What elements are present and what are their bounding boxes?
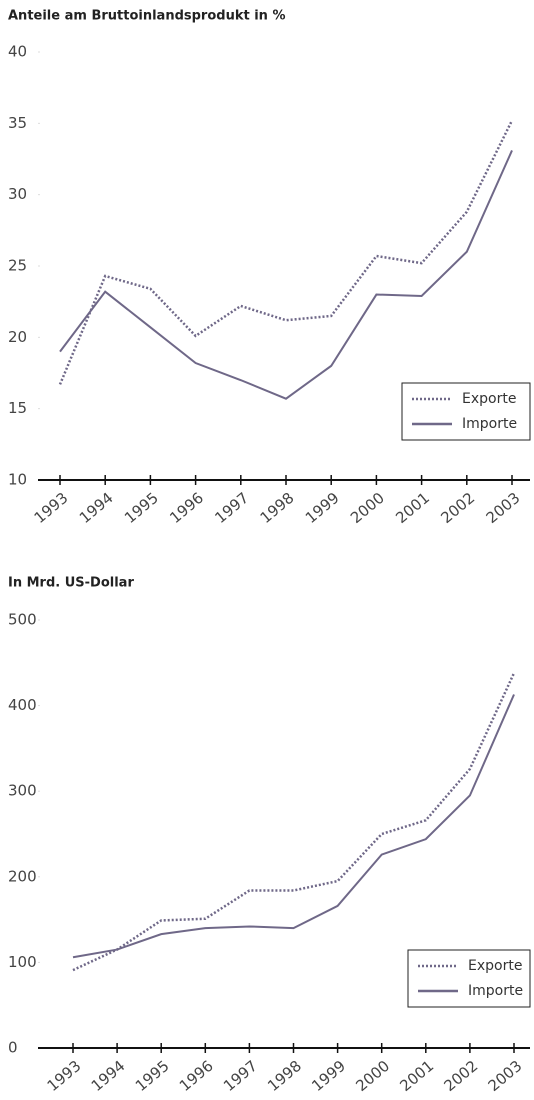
y-tick-label: 100 (8, 953, 37, 971)
y-tick-label: 300 (8, 782, 37, 800)
legend-label: Importe (468, 983, 523, 999)
x-tick-label: 1995 (121, 489, 162, 527)
x-tick-label: 1998 (257, 489, 298, 527)
y-tick-label: 500 (8, 611, 37, 629)
legend-box (401, 382, 531, 441)
chart-title: In Mrd. US-Dollar (8, 576, 134, 591)
x-tick-label: 1998 (264, 1057, 305, 1095)
y-tick-label: 40 (8, 43, 27, 61)
x-tick-label: 2001 (392, 489, 433, 527)
x-tick-label: 1994 (76, 489, 117, 527)
x-tick-label: 1993 (44, 1057, 85, 1095)
chart-title: Anteile am Bruttoinlandsprodukt in % (8, 9, 285, 24)
x-tick-label: 2001 (396, 1057, 437, 1095)
x-tick-label: 1994 (88, 1057, 129, 1095)
x-tick-label: 2000 (347, 489, 388, 527)
x-tick-label: 1996 (166, 489, 207, 527)
x-tick-label: 1997 (220, 1057, 261, 1095)
x-tick-label: 1997 (211, 489, 252, 527)
x-tick-label: 1993 (31, 489, 72, 527)
y-tick-label: 25 (8, 257, 27, 275)
x-tick-label: 2002 (441, 1057, 482, 1095)
y-tick-label: 20 (8, 328, 27, 346)
data-line (72, 694, 515, 959)
x-tick-label: 2003 (485, 1057, 526, 1095)
data-line (72, 672, 516, 972)
x-tick-label: 1999 (308, 1057, 349, 1095)
y-tick-label: 10 (8, 471, 27, 489)
y-tick-label: 30 (8, 185, 27, 203)
y-tick-label: 0 (8, 1039, 18, 1057)
y-tick-label: 15 (8, 399, 27, 417)
data-line (59, 150, 513, 400)
legend-label: Importe (462, 416, 517, 432)
y-tick-label: 400 (8, 696, 37, 714)
x-tick-label: 2002 (437, 489, 478, 527)
y-tick-label: 35 (8, 114, 27, 132)
data-line (58, 119, 514, 385)
legend-box (407, 949, 531, 1008)
x-tick-label: 2000 (352, 1057, 393, 1095)
x-tick-label: 1995 (132, 1057, 173, 1095)
legend-label: Exporte (462, 391, 516, 407)
legend-label: Exporte (468, 958, 522, 974)
x-tick-label: 2003 (483, 489, 524, 527)
x-tick-label: 1996 (176, 1057, 217, 1095)
y-tick-label: 200 (8, 867, 37, 885)
x-tick-label: 1999 (302, 489, 343, 527)
